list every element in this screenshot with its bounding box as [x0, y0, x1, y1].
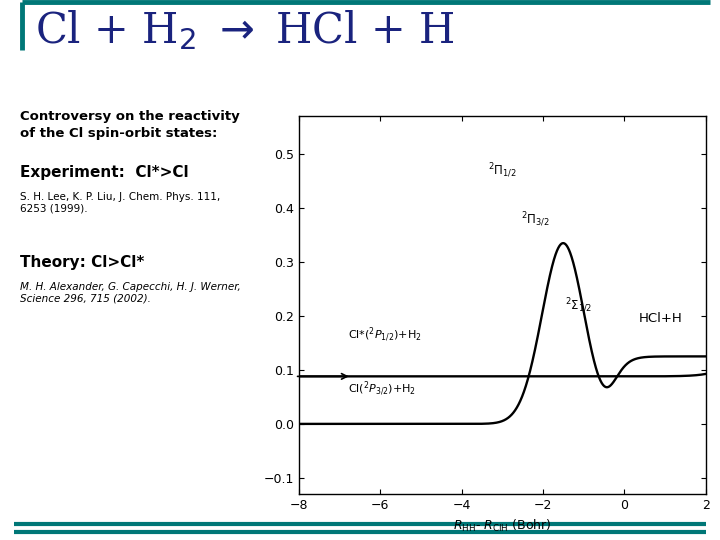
Text: Theory: Cl>Cl*: Theory: Cl>Cl* [20, 255, 145, 270]
Text: $^2\Pi_{1/2}$: $^2\Pi_{1/2}$ [488, 162, 517, 180]
Text: $^2\Pi_{3/2}$: $^2\Pi_{3/2}$ [521, 211, 549, 229]
Text: Cl*($^2P_{1/2}$)+H$_2$: Cl*($^2P_{1/2}$)+H$_2$ [348, 325, 421, 344]
Text: Controversy on the reactivity
of the Cl spin-orbit states:: Controversy on the reactivity of the Cl … [20, 110, 240, 140]
Text: HCl+H: HCl+H [639, 312, 683, 325]
Text: $^2\Sigma_{1/2}$: $^2\Sigma_{1/2}$ [565, 297, 593, 315]
Text: M. H. Alexander, G. Capecchi, H. J. Werner,
Science 296, 715 (2002).: M. H. Alexander, G. Capecchi, H. J. Wern… [20, 282, 240, 303]
Text: S. H. Lee, K. P. Liu, J. Chem. Phys. 111,
6253 (1999).: S. H. Lee, K. P. Liu, J. Chem. Phys. 111… [20, 192, 220, 214]
Text: Experiment:  Cl*>Cl: Experiment: Cl*>Cl [20, 165, 189, 180]
Text: Cl($^2P_{3/2}$)+H$_2$: Cl($^2P_{3/2}$)+H$_2$ [348, 379, 415, 398]
Text: Cl + H$_2$ $\rightarrow$ HCl + H: Cl + H$_2$ $\rightarrow$ HCl + H [35, 8, 454, 52]
X-axis label: $R_{\rm HH}$- $R_{\rm ClH}$ (Bohr): $R_{\rm HH}$- $R_{\rm ClH}$ (Bohr) [453, 517, 552, 534]
